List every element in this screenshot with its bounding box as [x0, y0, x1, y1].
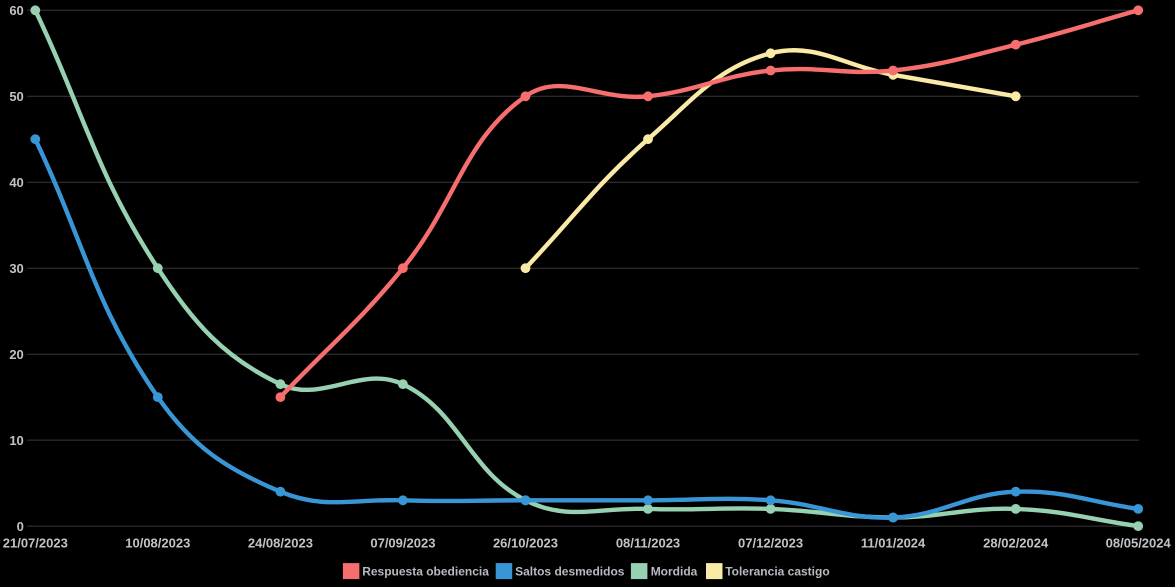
svg-text:Mordida: Mordida — [651, 565, 698, 579]
svg-text:30: 30 — [9, 261, 23, 276]
svg-text:24/08/2023: 24/08/2023 — [248, 536, 313, 551]
svg-text:08/05/2024: 08/05/2024 — [1106, 536, 1172, 551]
svg-text:Tolerancia castigo: Tolerancia castigo — [725, 565, 829, 579]
svg-text:11/01/2024: 11/01/2024 — [861, 536, 926, 551]
svg-text:21/07/2023: 21/07/2023 — [3, 536, 68, 551]
svg-text:07/12/2023: 07/12/2023 — [738, 536, 803, 551]
svg-text:08/11/2023: 08/11/2023 — [616, 536, 680, 551]
svg-text:20: 20 — [9, 347, 23, 362]
svg-text:10: 10 — [9, 433, 23, 448]
svg-text:26/10/2023: 26/10/2023 — [493, 536, 558, 551]
svg-text:Respuesta obediencia: Respuesta obediencia — [362, 565, 489, 579]
svg-text:0: 0 — [17, 519, 24, 534]
svg-text:40: 40 — [9, 175, 23, 190]
svg-text:07/09/2023: 07/09/2023 — [370, 536, 435, 551]
svg-text:10/08/2023: 10/08/2023 — [125, 536, 190, 551]
svg-text:50: 50 — [9, 89, 23, 104]
svg-text:Saltos desmedidos: Saltos desmedidos — [515, 565, 625, 579]
svg-text:60: 60 — [9, 3, 23, 18]
svg-text:28/02/2024: 28/02/2024 — [983, 536, 1049, 551]
